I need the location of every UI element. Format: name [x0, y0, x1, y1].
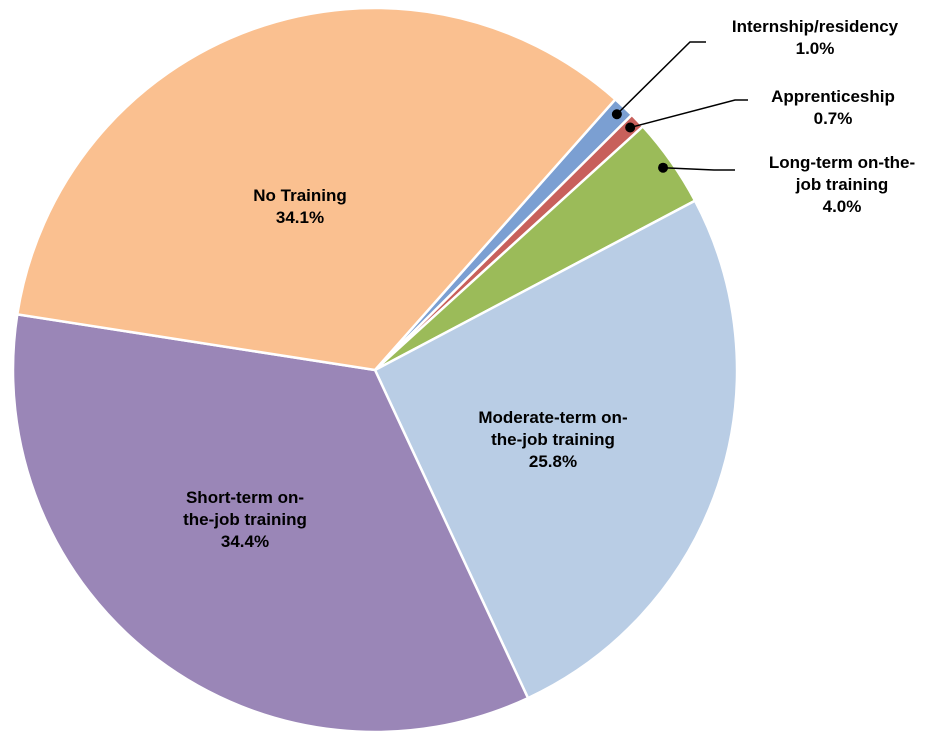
pie-slice — [11, 312, 530, 734]
pie-slice — [15, 6, 618, 372]
slice-name: Long-term on-the-job training — [768, 153, 916, 194]
slice-value: 0.7% — [813, 109, 853, 128]
slice-label: Long-term on-the-job training 4.0% — [762, 152, 922, 218]
slice-name: Internship/residency — [731, 17, 899, 36]
leader-dot — [658, 162, 669, 173]
slice-label: Apprenticeship 0.7% — [733, 86, 933, 130]
slice-label: No Training 34.1% — [200, 185, 400, 229]
slice-name: Apprenticeship — [771, 87, 895, 106]
slice-value: 1.0% — [795, 39, 835, 58]
leader-line — [629, 99, 748, 129]
leader-line — [616, 41, 706, 115]
slice-name: Moderate-term on-the-job training — [478, 408, 628, 449]
leader-dot — [611, 109, 622, 120]
slice-value: 4.0% — [822, 197, 862, 216]
leader-dot — [625, 122, 636, 133]
slice-name: Short-term on-the-job training — [183, 488, 307, 529]
slice-label: Internship/residency 1.0% — [695, 16, 935, 60]
slice-value: 25.8% — [528, 452, 578, 471]
slice-value: 34.4% — [220, 532, 270, 551]
slice-label: Moderate-term on-the-job training 25.8% — [471, 407, 636, 473]
slice-name: No Training — [253, 186, 347, 205]
leader-line — [663, 166, 735, 171]
slice-value: 34.1% — [275, 208, 325, 227]
slice-label: Short-term on-the-job training 34.4% — [178, 487, 313, 553]
pie-slice — [373, 199, 739, 700]
